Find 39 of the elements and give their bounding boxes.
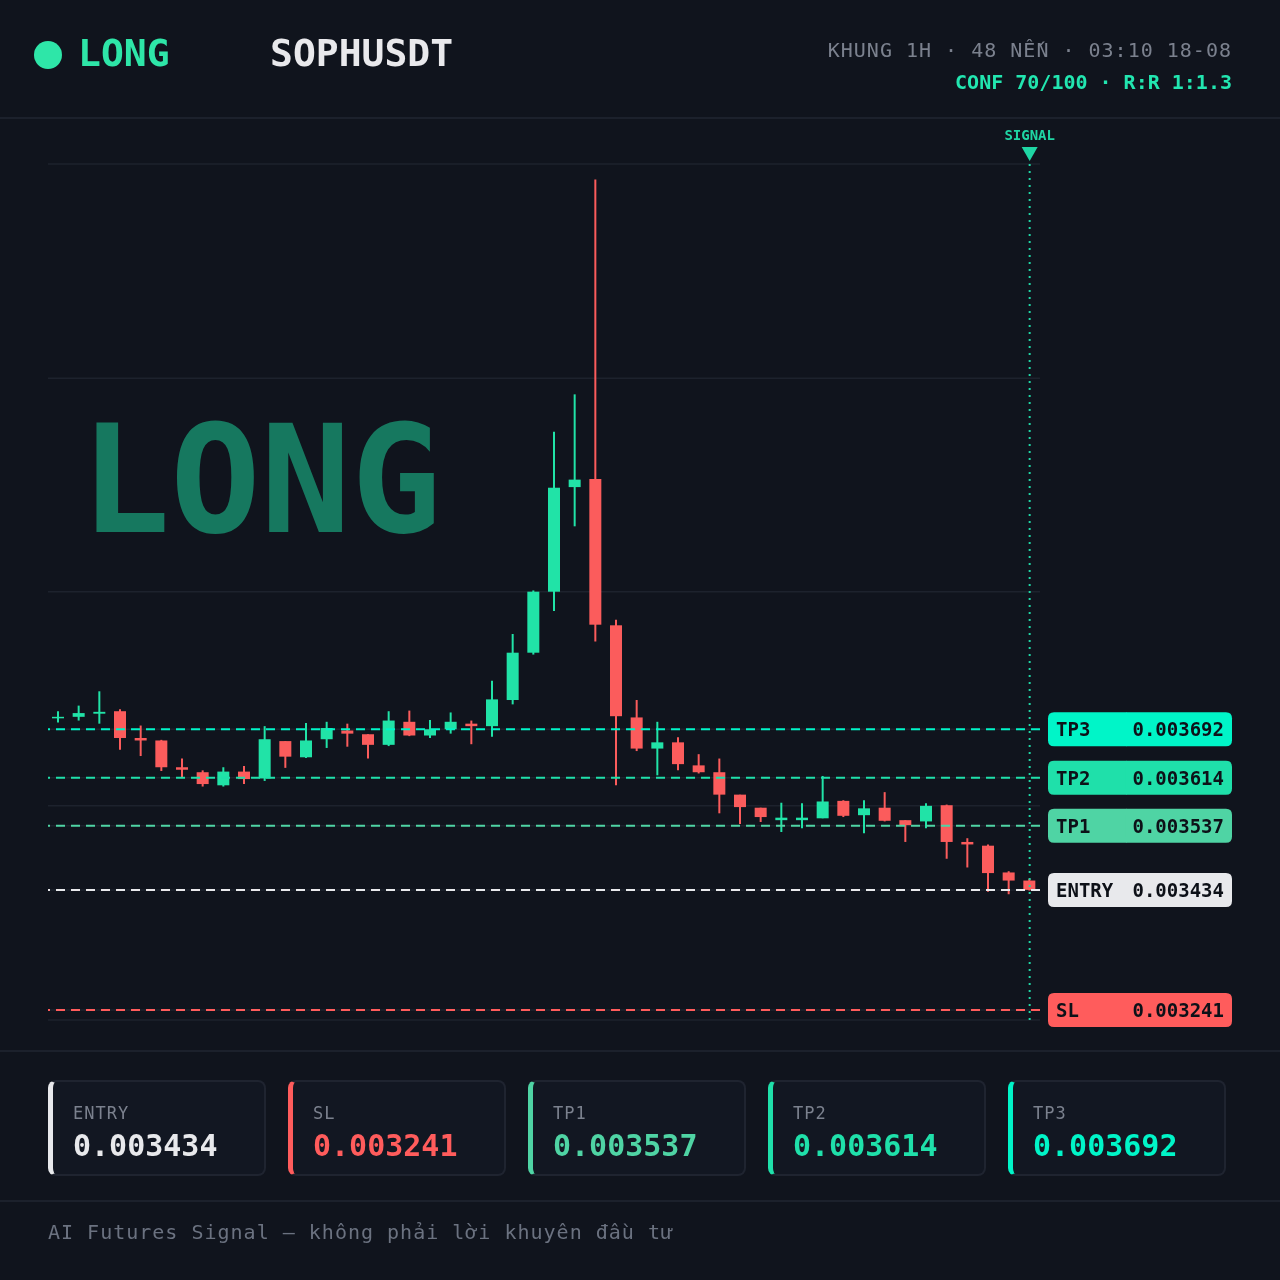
candlestick [734, 793, 746, 825]
candlestick [672, 736, 684, 772]
ref-line-label: ENTRY [1056, 878, 1114, 901]
card: TP2 0.003614 [768, 1080, 986, 1176]
card: TP1 0.003537 [528, 1080, 746, 1176]
y-tick-label: 0.003434 [1132, 878, 1224, 901]
text: CONF 70/100 · R:R 1:1.3 [955, 69, 1232, 95]
text: SIGNAL [1004, 127, 1055, 143]
candlestick [93, 690, 106, 725]
text: AI Futures Signal — không phải lời khuyên đầu tư [48, 1219, 674, 1246]
candlestick [176, 757, 188, 779]
ref-line-label: TP3 [1056, 718, 1091, 741]
ref-line-label: TP2 [1056, 766, 1091, 789]
chart-title: SOPHUSDT [270, 30, 454, 76]
candlestick [362, 733, 374, 760]
candlestick [899, 819, 912, 843]
ref-line-label: SL [1056, 999, 1079, 1022]
candlestick [651, 720, 664, 777]
y-tick-label: 0.003537 [1132, 814, 1224, 837]
annotation: LONG [80, 393, 442, 567]
card: TP3 0.003692 [1008, 1080, 1226, 1176]
candlestick [920, 802, 932, 830]
card: ENTRY 0.003434 [48, 1080, 266, 1176]
y-tick-label: 0.003614 [1132, 766, 1224, 789]
ref-line-label: TP1 [1056, 814, 1091, 837]
candlestick [279, 740, 292, 769]
candlestick [341, 722, 354, 748]
text: LONG [78, 30, 170, 76]
candlestick [568, 393, 581, 528]
candlestick [878, 791, 891, 823]
candlestick [858, 799, 870, 835]
chart-subtitle: KHUNG 1H · 48 NẾN · 03:10 18-08 [827, 37, 1232, 63]
y-tick-label: 0.003692 [1132, 718, 1224, 741]
y-tick-label: 0.003241 [1132, 999, 1224, 1022]
candlestick [300, 722, 312, 759]
card: SL 0.003241 [288, 1080, 506, 1176]
candlestick [1002, 870, 1015, 896]
candlestick [692, 753, 705, 775]
candlestick [713, 757, 726, 815]
